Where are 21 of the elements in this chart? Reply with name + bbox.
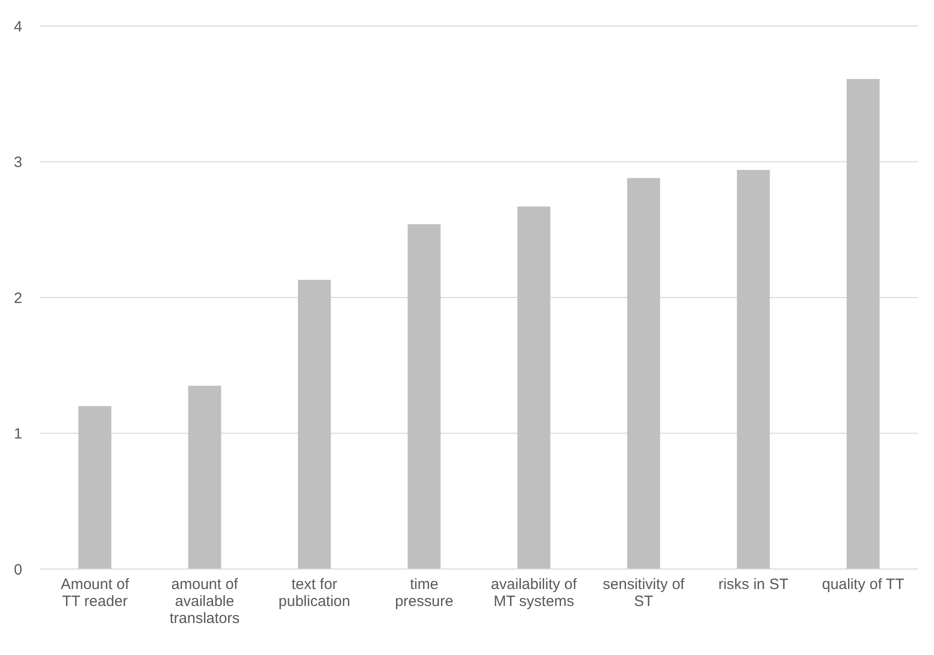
x-tick-label: sensitivity of ST — [602, 576, 686, 610]
bar — [627, 178, 660, 569]
y-tick-label: 4 — [14, 18, 22, 36]
bar — [517, 206, 550, 569]
y-tick-label: 3 — [14, 154, 22, 171]
y-tick-label: 2 — [14, 290, 22, 307]
bar — [846, 78, 880, 569]
x-tick-label: risks in ST — [718, 576, 788, 593]
x-tick-label: amount of available translators — [170, 576, 240, 627]
bar — [188, 386, 222, 569]
y-tick-label: 1 — [14, 426, 22, 442]
x-tick-label: quality of TT — [822, 576, 904, 593]
y-tick-label: 0 — [14, 561, 22, 578]
x-tick-label: text for publication — [278, 576, 350, 610]
bar — [78, 406, 112, 569]
x-tick-label: time pressure — [394, 576, 454, 610]
bar — [298, 280, 331, 569]
x-tick-label: availability of MT systems — [490, 576, 578, 610]
bar — [736, 170, 770, 569]
x-tick-label: Amount of TT reader — [60, 576, 130, 610]
bar — [408, 224, 441, 569]
